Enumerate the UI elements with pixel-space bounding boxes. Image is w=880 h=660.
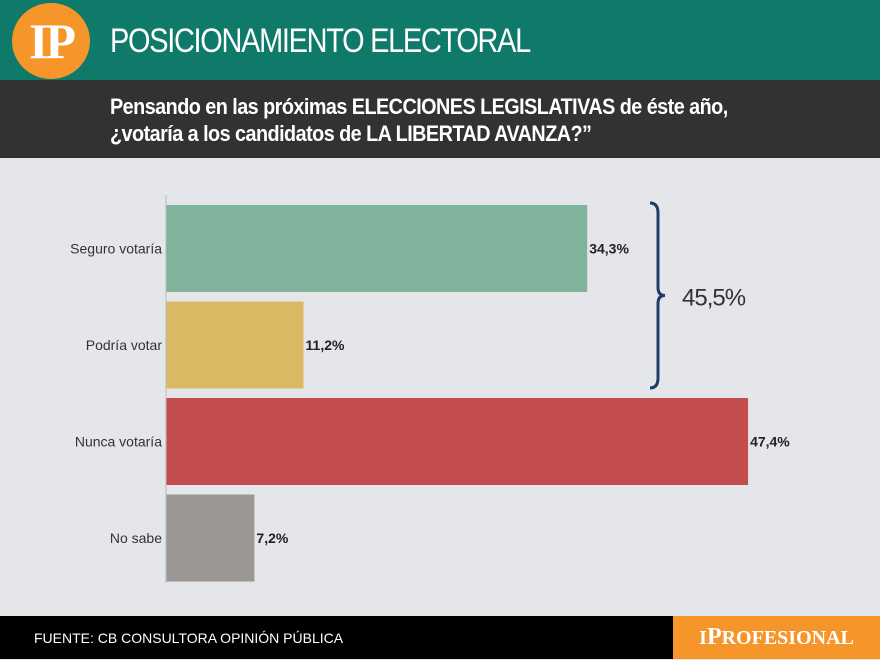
category-label: Podría votar <box>86 337 163 353</box>
bar <box>166 205 588 292</box>
category-label: No sabe <box>110 530 162 546</box>
bar-chart: Seguro votaría 34,3% Podría votar 11,2% Nunc… <box>70 195 790 583</box>
bar <box>166 398 749 485</box>
category-label: Nunca votaría <box>75 434 162 450</box>
annotation-label: 45,5% <box>682 285 746 312</box>
question-line-2: ¿votaría a los candidatos de LA LIBERTAD… <box>110 121 592 146</box>
question-band: Pensando en las próximas ELECCIONES LEGI… <box>0 80 880 158</box>
value-label: 7,2% <box>256 530 288 546</box>
brand-logo: IPROFESIONAL <box>673 616 880 659</box>
bar <box>166 494 255 582</box>
logo: IP <box>12 3 90 79</box>
category-label: Seguro votaría <box>70 241 162 257</box>
value-label: 47,4% <box>750 434 790 450</box>
page-title: POSICIONAMIENTO ELECTORAL <box>110 22 531 60</box>
header: IP POSICIONAMIENTO ELECTORAL <box>0 0 880 80</box>
value-label: 11,2% <box>306 337 345 353</box>
bar <box>166 301 304 389</box>
brace <box>649 201 666 390</box>
source-text: FUENTE: CB CONSULTORA OPINIÓN PÚBLICA <box>34 630 344 646</box>
question-line-1: Pensando en las próximas ELECCIONES LEGI… <box>110 94 728 119</box>
footer: FUENTE: CB CONSULTORA OPINIÓN PÚBLICA IP… <box>0 616 880 659</box>
value-label: 34,3% <box>589 241 629 257</box>
